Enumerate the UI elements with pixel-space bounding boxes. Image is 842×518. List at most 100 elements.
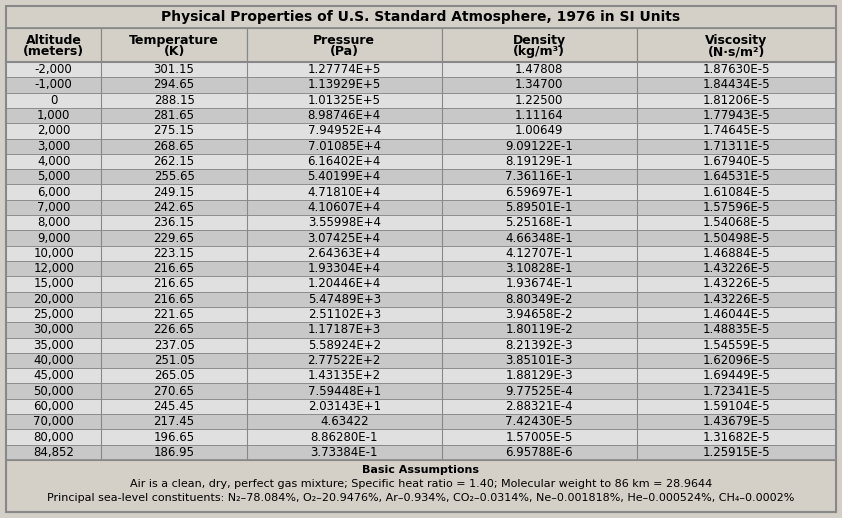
Text: 226.65: 226.65 — [153, 323, 195, 336]
Bar — [247, 292, 442, 307]
Bar — [637, 292, 836, 307]
Text: 15,000: 15,000 — [34, 278, 74, 291]
Bar — [6, 77, 836, 93]
Bar — [101, 169, 247, 184]
Text: 4.10607E+4: 4.10607E+4 — [307, 201, 381, 214]
Bar — [6, 383, 101, 399]
Text: 1.93304E+4: 1.93304E+4 — [307, 262, 381, 275]
Bar — [6, 108, 836, 123]
Bar — [6, 368, 101, 383]
Bar — [637, 215, 836, 231]
Bar — [101, 444, 247, 460]
Text: 1.43135E+2: 1.43135E+2 — [307, 369, 381, 382]
Text: 8.98746E+4: 8.98746E+4 — [307, 109, 381, 122]
Text: 5,000: 5,000 — [37, 170, 71, 183]
Bar — [442, 368, 637, 383]
Text: 2,000: 2,000 — [37, 124, 71, 137]
Text: 70,000: 70,000 — [34, 415, 74, 428]
Bar — [101, 154, 247, 169]
Text: Altitude: Altitude — [26, 34, 82, 47]
Text: 35,000: 35,000 — [34, 339, 74, 352]
Bar — [247, 414, 442, 429]
Bar — [6, 414, 836, 429]
Bar — [101, 123, 247, 138]
Bar — [6, 184, 836, 200]
Bar — [101, 138, 247, 154]
Text: 242.65: 242.65 — [153, 201, 195, 214]
Text: Temperature: Temperature — [129, 34, 219, 47]
Text: 10,000: 10,000 — [34, 247, 74, 260]
Bar — [6, 338, 101, 353]
Bar — [6, 276, 836, 292]
Bar — [637, 123, 836, 138]
Text: 7.94952E+4: 7.94952E+4 — [307, 124, 381, 137]
Bar — [442, 399, 637, 414]
Bar — [247, 215, 442, 231]
Text: 1.71311E-5: 1.71311E-5 — [702, 140, 770, 153]
Text: -1,000: -1,000 — [35, 78, 72, 92]
Bar — [247, 307, 442, 322]
Text: 1.43226E-5: 1.43226E-5 — [702, 293, 770, 306]
Bar — [637, 169, 836, 184]
Bar — [6, 231, 101, 246]
Bar — [6, 231, 836, 246]
Bar — [6, 138, 836, 154]
Text: 9,000: 9,000 — [37, 232, 71, 244]
Bar — [6, 28, 101, 62]
Bar — [101, 338, 247, 353]
Bar — [6, 276, 101, 292]
Bar — [442, 108, 637, 123]
Bar — [637, 383, 836, 399]
Text: 1.43226E-5: 1.43226E-5 — [702, 262, 770, 275]
Bar — [6, 123, 836, 138]
Text: 1.22500: 1.22500 — [515, 94, 563, 107]
Text: 3.10828E-1: 3.10828E-1 — [505, 262, 573, 275]
Bar — [637, 93, 836, 108]
Bar — [637, 444, 836, 460]
Text: 84,852: 84,852 — [34, 446, 74, 459]
Text: 1.88129E-3: 1.88129E-3 — [505, 369, 573, 382]
Bar — [101, 215, 247, 231]
Text: 196.65: 196.65 — [153, 430, 195, 443]
Bar — [442, 292, 637, 307]
Bar — [6, 292, 836, 307]
Bar — [247, 184, 442, 200]
Bar — [6, 6, 836, 28]
Text: 2.51102E+3: 2.51102E+3 — [307, 308, 381, 321]
Text: 3.07425E+4: 3.07425E+4 — [307, 232, 381, 244]
Text: 1.46044E-5: 1.46044E-5 — [702, 308, 770, 321]
Bar — [101, 399, 247, 414]
Bar — [6, 62, 101, 77]
Text: 1.54559E-5: 1.54559E-5 — [703, 339, 770, 352]
Text: 7,000: 7,000 — [37, 201, 71, 214]
Bar — [637, 28, 836, 62]
Text: 2.64363E+4: 2.64363E+4 — [307, 247, 381, 260]
Bar — [6, 169, 836, 184]
Bar — [6, 246, 101, 261]
Bar — [442, 276, 637, 292]
Text: 186.95: 186.95 — [153, 446, 195, 459]
Text: 4.12707E-1: 4.12707E-1 — [505, 247, 573, 260]
Bar — [637, 307, 836, 322]
Bar — [442, 62, 637, 77]
Text: 8.21392E-3: 8.21392E-3 — [505, 339, 573, 352]
Text: 265.05: 265.05 — [153, 369, 195, 382]
Bar — [442, 414, 637, 429]
Bar — [6, 429, 836, 444]
Text: 3.73384E-1: 3.73384E-1 — [311, 446, 378, 459]
Bar — [6, 138, 101, 154]
Bar — [6, 215, 836, 231]
Text: Physical Properties of U.S. Standard Atmosphere, 1976 in SI Units: Physical Properties of U.S. Standard Atm… — [162, 10, 680, 24]
Text: 1.80119E-2: 1.80119E-2 — [505, 323, 573, 336]
Text: (meters): (meters) — [24, 45, 84, 59]
Text: 6,000: 6,000 — [37, 185, 71, 198]
Bar — [442, 28, 637, 62]
Text: 8.86280E-1: 8.86280E-1 — [311, 430, 378, 443]
Bar — [101, 231, 247, 246]
Text: 6.95788E-6: 6.95788E-6 — [505, 446, 573, 459]
Bar — [442, 77, 637, 93]
Bar — [6, 429, 101, 444]
Bar — [247, 231, 442, 246]
Bar — [247, 123, 442, 138]
Text: 80,000: 80,000 — [34, 430, 74, 443]
